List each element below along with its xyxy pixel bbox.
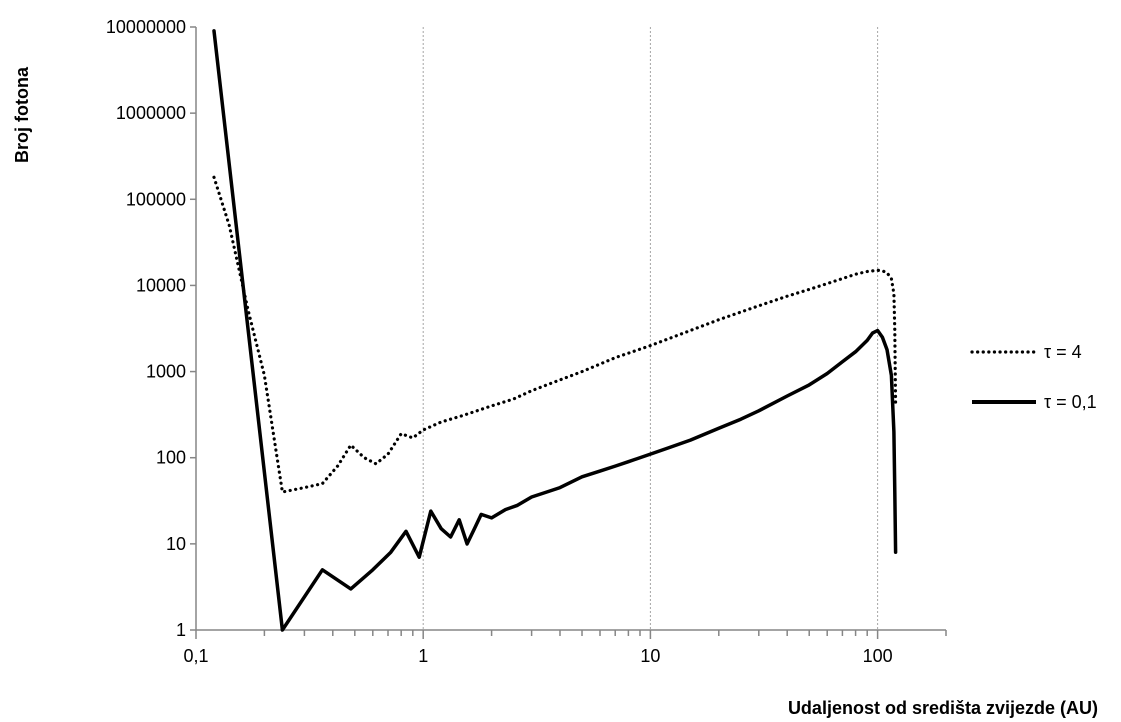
x-tick-label: 1 bbox=[418, 646, 428, 666]
legend: τ = 4 τ = 0,1 bbox=[970, 342, 1097, 412]
y-tick-label: 10 bbox=[166, 534, 186, 554]
y-tick-label: 10000000 bbox=[106, 17, 186, 37]
ticks: 1 10 100 1000 10000 100000 1000000 10000000 0,1 1… bbox=[106, 17, 947, 666]
y-tick-label: 100000 bbox=[126, 189, 186, 209]
gridlines bbox=[422, 27, 879, 630]
y-tick-label: 1 bbox=[176, 620, 186, 640]
y-tick-label: 1000 bbox=[146, 362, 186, 382]
x-axis-title: Udaljenost od središta zvijezde (AU) bbox=[788, 698, 1098, 718]
x-tick-label: 0,1 bbox=[183, 646, 208, 666]
y-tick-label: 10000 bbox=[136, 275, 186, 295]
y-tick-label: 100 bbox=[156, 448, 186, 468]
y-tick-label: 1000000 bbox=[116, 103, 186, 123]
legend-label-1: τ = 4 bbox=[1044, 342, 1082, 362]
x-tick-label: 10 bbox=[640, 646, 660, 666]
series-line-1 bbox=[212, 175, 898, 494]
y-axis-title: Broj fotona bbox=[12, 66, 32, 163]
legend-label-2: τ = 0,1 bbox=[1044, 392, 1097, 412]
x-tick-label: 100 bbox=[863, 646, 893, 666]
axes bbox=[195, 27, 946, 631]
series-group bbox=[212, 29, 898, 632]
series-line-2 bbox=[212, 29, 898, 632]
